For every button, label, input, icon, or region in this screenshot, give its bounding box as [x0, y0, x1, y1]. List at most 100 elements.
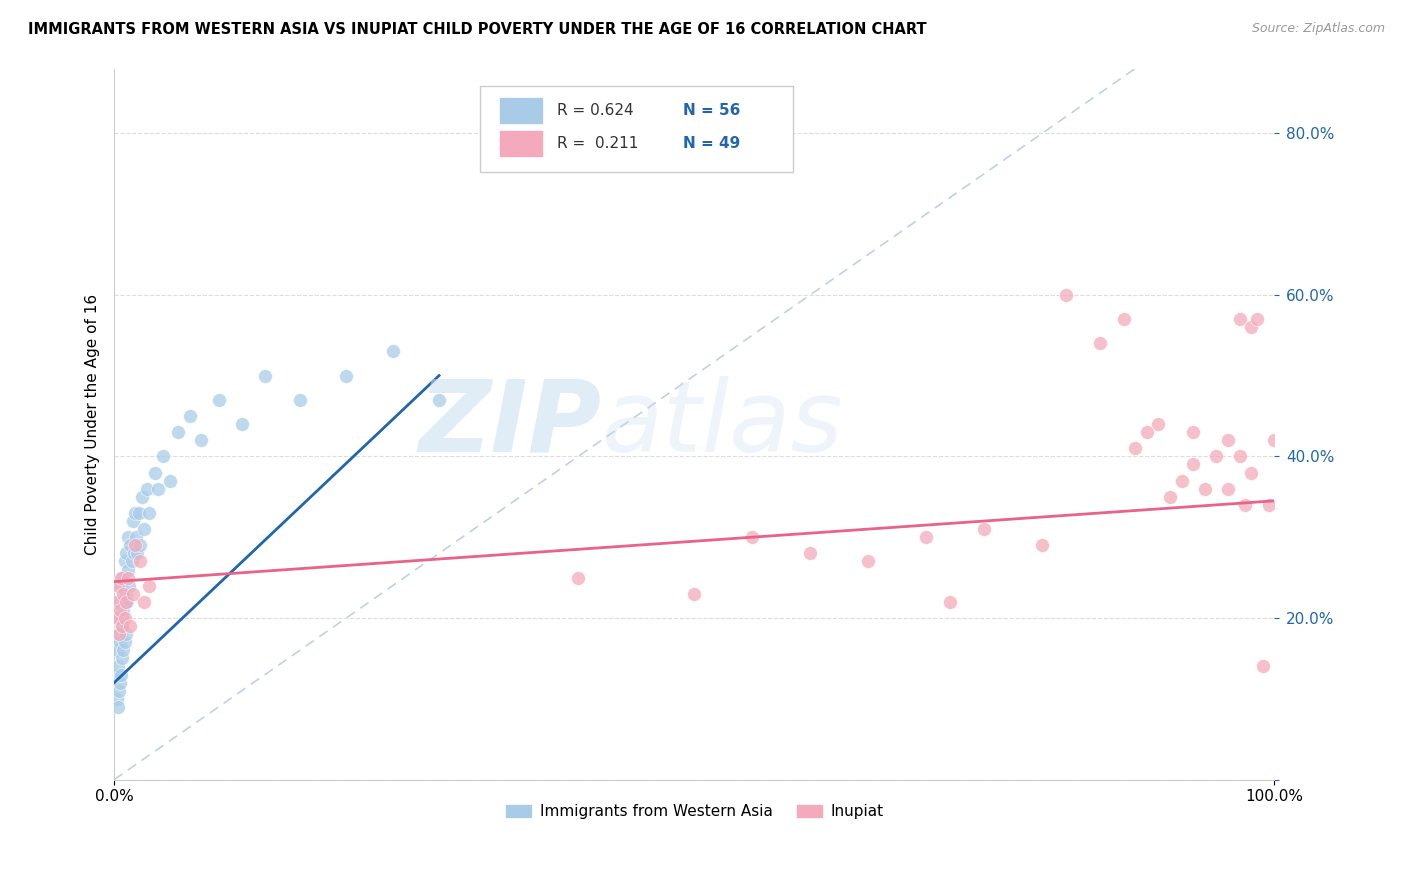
Point	[104, 595, 127, 609]
Point	[1170, 474, 1192, 488]
Text: N = 56: N = 56	[683, 103, 740, 118]
Point	[1246, 312, 1268, 326]
Point	[107, 659, 129, 673]
Point	[1182, 425, 1205, 439]
Point	[335, 368, 357, 383]
Point	[108, 635, 131, 649]
Point	[1136, 425, 1159, 439]
Point	[124, 506, 146, 520]
Point	[1229, 450, 1251, 464]
Point	[1234, 498, 1257, 512]
Point	[1216, 434, 1239, 448]
Point	[1251, 659, 1274, 673]
Point	[138, 579, 160, 593]
Point	[190, 434, 212, 448]
Point	[104, 667, 127, 681]
Point	[110, 571, 132, 585]
Text: IMMIGRANTS FROM WESTERN ASIA VS INUPIAT CHILD POVERTY UNDER THE AGE OF 16 CORREL: IMMIGRANTS FROM WESTERN ASIA VS INUPIAT …	[28, 22, 927, 37]
Point	[288, 392, 311, 407]
Point	[152, 450, 174, 464]
Point	[148, 482, 170, 496]
Point	[799, 546, 821, 560]
Point	[114, 611, 136, 625]
Point	[111, 571, 134, 585]
Point	[105, 611, 128, 625]
Point	[741, 530, 763, 544]
Point	[128, 554, 150, 568]
Point	[114, 595, 136, 609]
Point	[253, 368, 276, 383]
Point	[114, 635, 136, 649]
Point	[1240, 320, 1263, 334]
Point	[1123, 442, 1146, 456]
Point	[1159, 490, 1181, 504]
FancyBboxPatch shape	[499, 97, 544, 124]
Point	[1112, 312, 1135, 326]
Point	[1147, 417, 1170, 431]
Point	[1229, 312, 1251, 326]
Point	[1090, 336, 1112, 351]
Text: ZIP: ZIP	[419, 376, 602, 473]
Point	[110, 667, 132, 681]
Point	[915, 530, 938, 544]
Point	[114, 554, 136, 568]
Point	[1257, 498, 1279, 512]
Point	[108, 603, 131, 617]
Point	[128, 506, 150, 520]
Point	[110, 619, 132, 633]
Point	[108, 675, 131, 690]
Point	[1194, 482, 1216, 496]
Point	[105, 643, 128, 657]
Point	[167, 425, 190, 439]
Point	[115, 595, 138, 609]
Point	[134, 595, 156, 609]
Point	[112, 603, 135, 617]
FancyBboxPatch shape	[499, 129, 544, 157]
Point	[128, 538, 150, 552]
Point	[112, 587, 135, 601]
Point	[1263, 434, 1285, 448]
Point	[107, 579, 129, 593]
Point	[135, 482, 157, 496]
Point	[110, 579, 132, 593]
Y-axis label: Child Poverty Under the Age of 16: Child Poverty Under the Age of 16	[86, 293, 100, 555]
Point	[381, 344, 404, 359]
Point	[108, 595, 131, 609]
Point	[120, 538, 142, 552]
Point	[427, 392, 450, 407]
Text: R =  0.211: R = 0.211	[557, 136, 638, 151]
Point	[122, 546, 145, 560]
Point	[108, 683, 131, 698]
Point	[124, 538, 146, 552]
Point	[118, 579, 141, 593]
Text: atlas: atlas	[602, 376, 844, 473]
Point	[207, 392, 229, 407]
Point	[114, 587, 136, 601]
Point	[973, 522, 995, 536]
Point	[114, 546, 136, 560]
FancyBboxPatch shape	[479, 87, 793, 171]
Point	[131, 490, 153, 504]
Text: Source: ZipAtlas.com: Source: ZipAtlas.com	[1251, 22, 1385, 36]
Point	[111, 651, 134, 665]
Point	[117, 571, 139, 585]
Point	[938, 595, 960, 609]
Point	[111, 619, 134, 633]
Text: R = 0.624: R = 0.624	[557, 103, 634, 118]
Text: N = 49: N = 49	[683, 136, 740, 151]
Point	[121, 554, 143, 568]
Point	[231, 417, 253, 431]
Point	[134, 522, 156, 536]
Point	[138, 506, 160, 520]
Point	[1054, 287, 1077, 301]
Point	[1182, 458, 1205, 472]
Point	[107, 611, 129, 625]
Point	[105, 691, 128, 706]
Point	[120, 619, 142, 633]
Point	[858, 554, 880, 568]
Point	[117, 530, 139, 544]
Point	[683, 587, 706, 601]
Point	[1240, 466, 1263, 480]
Point	[1031, 538, 1053, 552]
Point	[107, 699, 129, 714]
